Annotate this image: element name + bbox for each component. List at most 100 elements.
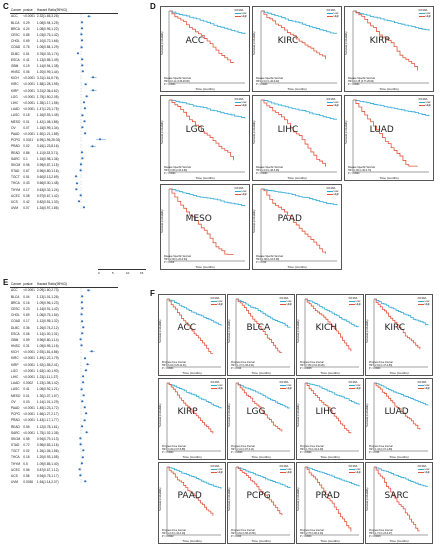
km-legend-high: High (326, 104, 339, 107)
km-legend-low: Low (417, 468, 430, 471)
km-legend-swatch (326, 15, 333, 17)
forest-cancer: KIRC (11, 356, 19, 361)
km-legend-swatch (417, 384, 424, 386)
km-legend-swatch (326, 190, 333, 192)
km-curve-low (353, 99, 430, 117)
forest-cancer: KICH (11, 76, 19, 81)
km-stat-line: HR = 1.47 (1.08-2.01) (231, 364, 255, 367)
forest-mark (81, 429, 89, 435)
forest-header-pvalue: pvalue (22, 8, 36, 14)
km-curve-low (167, 382, 222, 409)
km-stat-line: HR = 3.49 (2.07-5.88) (162, 448, 186, 451)
km-plot-kirc: KIRC Survival probability Time (months) Dis… (252, 6, 342, 92)
km-stat-line: HR = 1.96 (1.40-2.74) (348, 169, 372, 172)
km-cancer-label: SARC (384, 491, 409, 501)
forest-row: CHOL 0.69 1.10(0.72,1.66) (10, 38, 118, 44)
km-stat-line: Progress Free Interval (369, 361, 393, 364)
km-legend-title: KIF18A (326, 187, 336, 190)
km-plot-sarc: SARC Survival probability Time (months) Pro… (365, 462, 433, 544)
forest-cancer: CESC (11, 32, 20, 37)
km-legend-swatch (279, 384, 286, 386)
km-xlabel: Time (months) (195, 176, 215, 180)
forest-row: READ 0.55 1.12(0.78,1.61) (10, 423, 118, 430)
km-xlabel: Time (months) (287, 176, 307, 180)
panel-label-d: D (150, 2, 156, 11)
forest-pvalue: 0.18 (23, 113, 30, 118)
km-stat-line: P = 0.003 (231, 535, 242, 538)
km-xlabel: Time (months) (389, 455, 409, 459)
forest-axis-tick: 0 (98, 270, 100, 275)
km-legend-low: Low (210, 468, 223, 471)
forest-cancer: TGCT (11, 175, 20, 180)
forest-cancer: READ (11, 150, 20, 155)
km-curve-high (261, 188, 326, 254)
forest-hr: 3.31(2.36,4.62) (36, 88, 59, 93)
forest-mark (81, 330, 84, 336)
forest-row: UCEC 0.08 0.97(0.67,1.42) (10, 193, 118, 199)
km-stat-line: HR = 2.41 (1.87-3.11) (231, 448, 255, 451)
km-legend: KIF18A Low High (279, 381, 292, 390)
km-legend-text: Low (333, 101, 339, 104)
forest-mark (81, 112, 84, 118)
forest-mark (79, 193, 83, 198)
forest-cancer: THCA (11, 455, 20, 460)
forest-mark (81, 355, 87, 361)
forest-row: READ 0.86 1.11(0.33,3.71) (10, 149, 118, 156)
forest-pvalue: 0.17 (23, 187, 30, 192)
forest-cancer: OV (11, 125, 16, 130)
forest-cancer: PAAD (11, 405, 20, 410)
km-legend-swatch (279, 471, 286, 473)
forest-mark (76, 180, 82, 186)
km-legend: KIF18A Low High (417, 381, 430, 390)
km-legend-low: Low (234, 190, 247, 193)
km-legend-title: KIF18A (210, 297, 220, 300)
forest-row: SARC 0.1 1.15(0.98,1.36) (10, 155, 118, 162)
km-curve-high (374, 382, 421, 430)
forest-mark (81, 306, 84, 311)
forest-pvalue: 0.51 (23, 51, 30, 56)
forest-hr: 2.09(1.60,2.73) (36, 288, 59, 293)
forest-cancer: LUSC (11, 387, 20, 392)
km-legend-high: High (234, 15, 247, 18)
km-stat-line: HR = 3.35 (2.33-4.82) (164, 169, 188, 172)
km-ylabel: Survival probability (158, 319, 162, 343)
forest-hr: 1.05(0.95,1.16) (36, 344, 59, 349)
km-legend-swatch (348, 471, 355, 473)
forest-pvalue: 0.07 (23, 206, 30, 211)
forest-pvalue: 0.51 (23, 175, 30, 180)
km-legend-text: High (286, 471, 292, 474)
km-stat-line: HR = 1.43 (1.07-1.89) (369, 448, 393, 451)
km-legend-swatch (348, 387, 355, 389)
km-legend-text: Low (286, 300, 292, 303)
forest-cancer: LUSC (11, 113, 20, 118)
forest-pvalue: 0.24 (23, 26, 30, 31)
forest-pvalue: 0.55 (23, 424, 30, 429)
km-plot-lgg: LGG Survival probability Time (months) Dise… (160, 95, 250, 181)
km-legend-swatch (418, 15, 425, 17)
km-cancer-label: PCPG (246, 491, 271, 501)
km-cancer-label: LUAD (384, 407, 409, 417)
forest-pvalue: <0.0001 (23, 368, 35, 373)
km-stats: Progress Free Interval HR = 2.04 (1.47-2.… (369, 361, 393, 370)
forest-hr: 0.96(0.80,1.14) (36, 337, 59, 342)
forest-pvalue: 0.69 (23, 313, 30, 318)
km-ylabel: Survival probability (252, 31, 256, 55)
forest-mark (81, 417, 87, 423)
km-legend-swatch (234, 12, 241, 14)
forest-row: CESC 0.23 1.14(0.91,1.42) (10, 306, 118, 312)
forest-pvalue: 0.31 (23, 344, 30, 349)
forest-row: PAAD <0.0001 1.45(1.23,1.72) (10, 405, 118, 411)
forest-mark (75, 186, 82, 192)
forest-hr: 1.30(1.07,1.57) (36, 393, 59, 398)
km-stat-line: P = 0.010 (256, 261, 267, 264)
forest-cancer: UCS (11, 474, 18, 479)
forest-cancer: ACC (11, 14, 18, 19)
km-stat-line: Progress Free Interval (162, 445, 186, 448)
km-cancer-label: KICH (315, 323, 338, 333)
forest-pvalue: <0.0001 (23, 88, 35, 93)
km-legend-text: High (241, 104, 247, 107)
km-plot-blca: BLCA Survival probability Time (months) Pro… (227, 294, 295, 376)
forest-row: ESCA 0.41 1.13(0.85,1.49) (10, 56, 118, 63)
km-legend-text: High (355, 303, 361, 306)
forest-pvalue: 0.56 (23, 467, 30, 472)
